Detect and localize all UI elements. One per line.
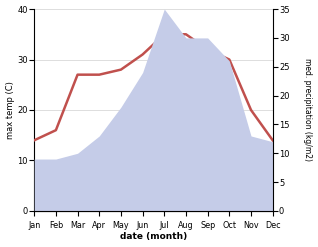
Y-axis label: max temp (C): max temp (C) — [5, 81, 15, 139]
X-axis label: date (month): date (month) — [120, 232, 187, 242]
Y-axis label: med. precipitation (kg/m2): med. precipitation (kg/m2) — [303, 59, 313, 162]
